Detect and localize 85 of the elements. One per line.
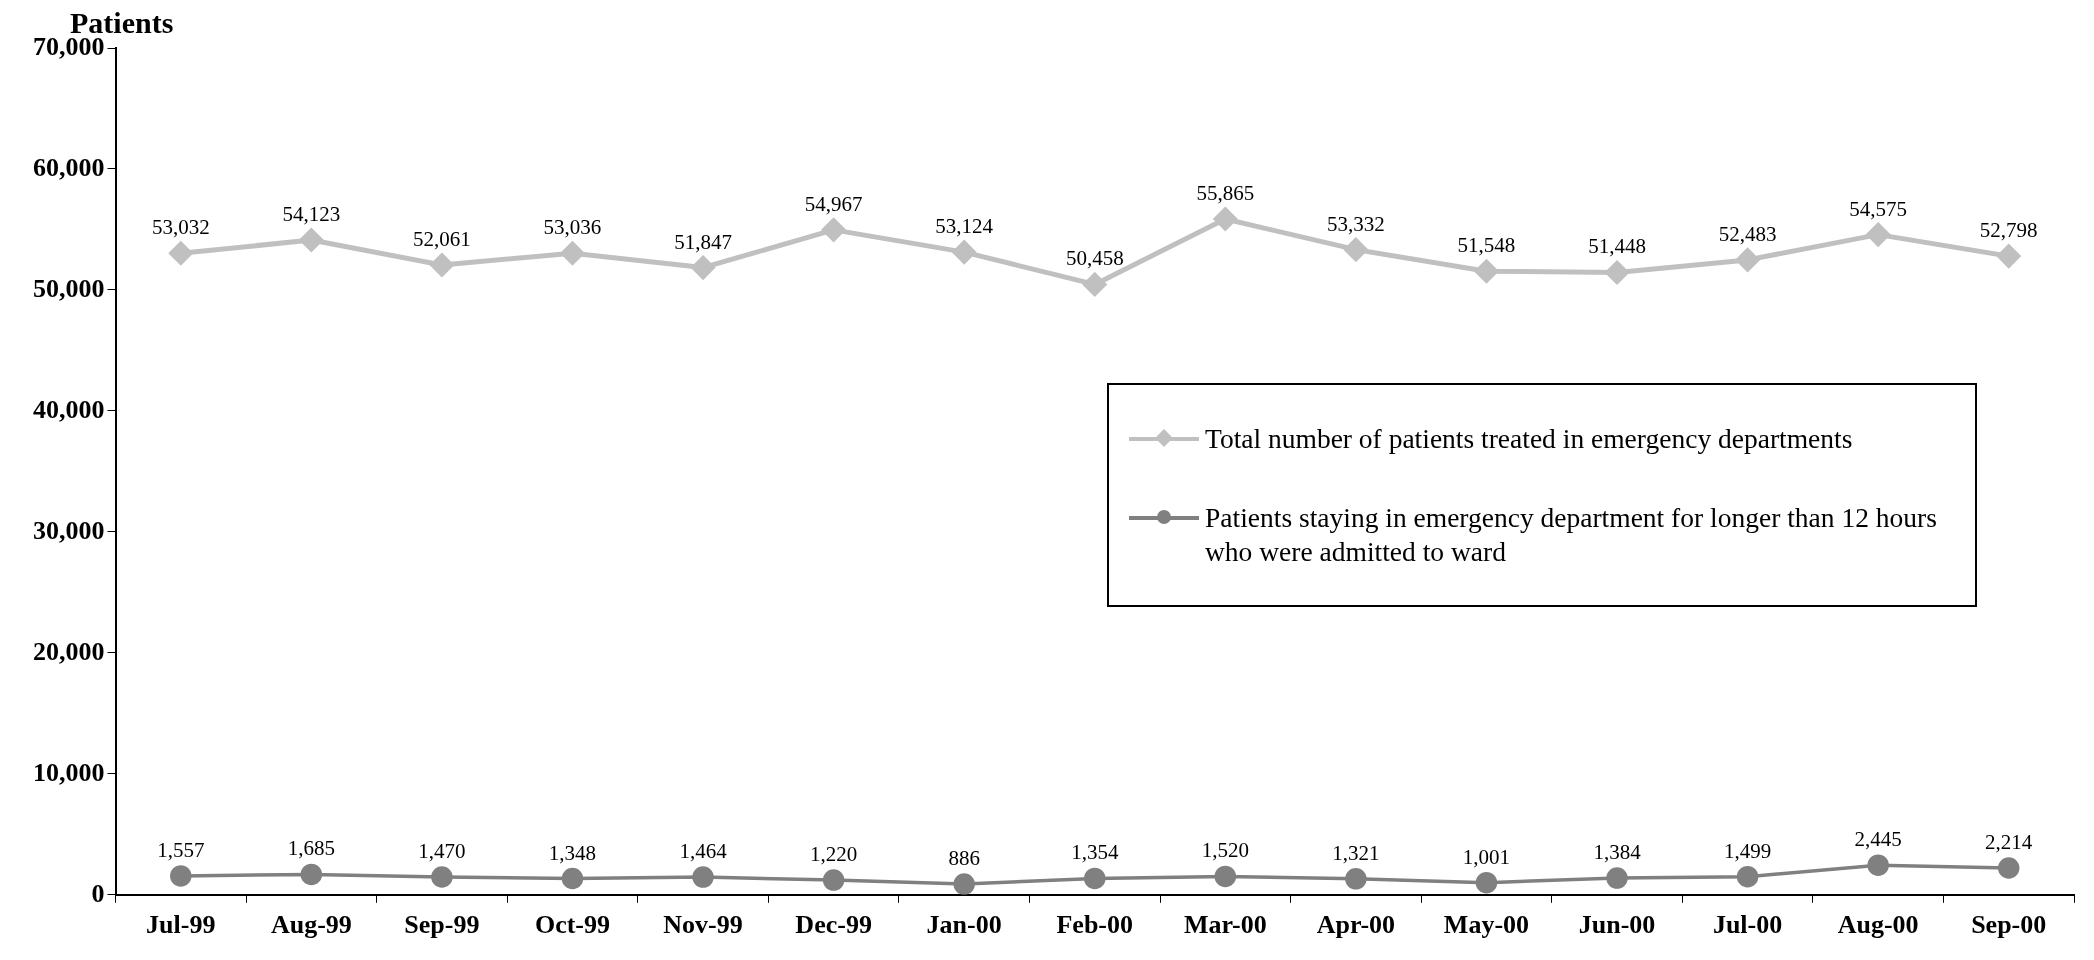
- data-label: 50,458: [1065, 246, 1124, 271]
- x-tick-label: Sep-99: [404, 910, 480, 940]
- point: [1997, 857, 2020, 879]
- point: [1083, 272, 1107, 296]
- data-label: 1,470: [418, 839, 466, 864]
- data-label: 1,001: [1462, 844, 1511, 869]
- point: [170, 865, 192, 887]
- point: [169, 241, 193, 265]
- point: [1997, 244, 2021, 268]
- data-label: 52,798: [1979, 218, 2038, 243]
- point: [822, 218, 846, 242]
- data-label: 1,348: [548, 840, 597, 865]
- data-label: 1,557: [157, 837, 205, 862]
- point: [1344, 238, 1368, 262]
- point: [1213, 207, 1237, 231]
- point: [952, 240, 976, 264]
- legend-label: Total number of patients treated in emergency departments: [1205, 421, 1853, 456]
- data-label: 1,685: [287, 836, 335, 861]
- x-tick-label: Jul-00: [1712, 910, 1783, 940]
- y-tick-label: 60,000: [33, 152, 105, 182]
- y-axis-title: Patients: [70, 6, 174, 39]
- point: [1475, 871, 1498, 894]
- point: [1214, 865, 1237, 888]
- point: [561, 867, 584, 890]
- point: [1606, 867, 1628, 889]
- x-tick-label: Nov-99: [663, 910, 743, 940]
- x-tick-label: Oct-99: [534, 910, 611, 940]
- x-tick-label: Jun-00: [1578, 910, 1656, 940]
- legend-label: Patients staying in emergency department for longer than 12 hours who were admitted to ward: [1205, 500, 1938, 569]
- point: [1867, 854, 1889, 876]
- data-label: 51,548: [1457, 233, 1516, 258]
- point: [299, 228, 323, 252]
- x-tick-label: Jan-00: [926, 910, 1002, 940]
- y-tick-label: 30,000: [33, 515, 105, 545]
- data-label: 51,448: [1588, 234, 1646, 259]
- x-tick-label: Mar-00: [1183, 910, 1267, 940]
- data-label: 886: [948, 846, 980, 871]
- x-tick-label: May-00: [1443, 910, 1530, 940]
- point: [430, 253, 454, 277]
- data-label: 52,061: [413, 227, 471, 252]
- data-label: 2,214: [1985, 830, 2033, 855]
- data-label: 1,464: [679, 839, 728, 864]
- data-label: 1,520: [1201, 838, 1249, 863]
- data-label: 1,499: [1723, 838, 1772, 863]
- data-label: 1,220: [809, 842, 858, 867]
- data-label: 1,384: [1593, 840, 1642, 865]
- point: [300, 863, 323, 886]
- y-tick-label: 10,000: [33, 757, 105, 787]
- data-label: 55,865: [1196, 181, 1255, 206]
- point: [1474, 259, 1498, 283]
- data-label: 54,123: [282, 202, 341, 227]
- data-label: 54,967: [804, 191, 863, 216]
- point: [560, 241, 584, 265]
- data-label: 1,354: [1071, 840, 1119, 865]
- data-label: 1,321: [1332, 840, 1380, 865]
- x-tick-label: Sep-00: [1971, 910, 2047, 940]
- data-label: 54,575: [1849, 196, 1908, 221]
- y-tick-label: 0: [91, 878, 105, 908]
- point: [692, 866, 714, 888]
- x-tick-label: Feb-00: [1056, 910, 1134, 940]
- point: [1345, 868, 1367, 890]
- point: [1736, 248, 1760, 272]
- point: [822, 869, 845, 891]
- x-tick-label: Jul-99: [146, 910, 216, 940]
- data-label: 53,124: [935, 214, 994, 239]
- point: [1866, 223, 1890, 247]
- y-tick-label: 20,000: [33, 636, 105, 666]
- data-label: 52,483: [1718, 221, 1777, 246]
- x-tick-label: Aug-00: [1837, 910, 1919, 940]
- y-tick-label: 50,000: [33, 273, 105, 303]
- data-label: 51,847: [674, 229, 732, 254]
- x-tick-label: Apr-00: [1316, 910, 1396, 940]
- point: [1736, 865, 1759, 888]
- data-label: 53,036: [543, 215, 602, 240]
- data-label: 53,032: [151, 215, 210, 240]
- x-tick-label: Dec-99: [795, 910, 872, 940]
- point: [1605, 260, 1629, 284]
- x-tick-label: Aug-99: [270, 910, 352, 940]
- data-label: 2,445: [1854, 827, 1902, 852]
- point: [431, 866, 453, 888]
- y-tick-label: 40,000: [33, 394, 105, 424]
- point: [1084, 867, 1106, 890]
- point: [691, 256, 715, 280]
- point: [953, 873, 975, 895]
- data-label: 53,332: [1327, 211, 1385, 236]
